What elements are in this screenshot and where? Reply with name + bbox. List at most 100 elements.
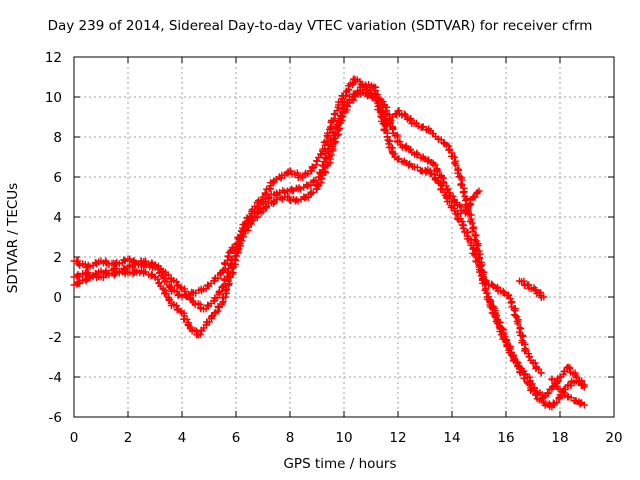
- x-tick-label: 14: [443, 430, 460, 446]
- data-point-fill: [120, 264, 128, 272]
- data-point-fill: [173, 306, 181, 314]
- data-point-fill: [414, 151, 422, 159]
- data-point-fill: [466, 210, 474, 218]
- data-point-fill: [475, 255, 483, 263]
- data-point-fill: [208, 313, 216, 321]
- data-point-fill: [507, 299, 515, 307]
- data-point-fill: [514, 320, 522, 328]
- data-point-fill: [511, 312, 519, 320]
- data-point-fill: [213, 294, 221, 302]
- data-point-fill: [154, 275, 162, 283]
- y-tick-label: -4: [49, 370, 62, 386]
- data-point: [580, 381, 588, 389]
- data-point-fill: [318, 161, 326, 169]
- data-point: [537, 369, 545, 377]
- data-point-fill: [342, 91, 350, 99]
- data-point-fill: [174, 291, 182, 299]
- data-point-fill: [129, 270, 137, 278]
- data-point-fill: [216, 287, 224, 295]
- data-point-fill: [204, 301, 212, 309]
- data-point-fill: [322, 155, 330, 163]
- data-point-fill: [519, 332, 527, 340]
- data-point: [475, 187, 483, 195]
- data-point-fill: [385, 120, 393, 128]
- data-point-fill: [331, 128, 339, 136]
- data-point-fill: [381, 116, 389, 124]
- data-point-fill: [395, 155, 403, 163]
- data-point-fill: [130, 259, 138, 267]
- x-tick-label: 12: [389, 430, 406, 446]
- data-point: [489, 281, 496, 289]
- data-point-fill: [449, 192, 457, 200]
- data-point-fill: [230, 256, 238, 264]
- data-point-fill: [459, 224, 467, 232]
- data-point-fill: [454, 169, 462, 177]
- series-track-2: [70, 88, 588, 401]
- data-point-fill: [535, 365, 543, 373]
- data-point-fill: [237, 232, 245, 240]
- axis-ticks: 0 2 4 6 8 10 12 14 16 18 20 -6 -4 -2 0 2 4 6 8 10 12: [45, 50, 623, 446]
- data-point-fill: [401, 143, 409, 151]
- x-tick-label: 2: [124, 430, 133, 446]
- data-point-fill: [525, 353, 533, 361]
- data-point-fill: [566, 365, 574, 373]
- data-point-fill: [390, 150, 398, 158]
- data-point-fill: [205, 318, 213, 326]
- y-tick-label: 0: [53, 290, 62, 306]
- data-point-fill: [373, 90, 381, 98]
- data-point-fill: [222, 293, 230, 301]
- data-point-fill: [414, 122, 422, 130]
- y-tick-label: -6: [49, 410, 62, 426]
- x-tick-label: 20: [605, 430, 622, 446]
- data-point-fill: [183, 315, 191, 323]
- x-axis-label: GPS time / hours: [283, 456, 397, 472]
- y-tick-label: 12: [45, 50, 62, 66]
- data-point-fill: [561, 367, 569, 375]
- data-point-fill: [177, 283, 185, 291]
- data-point-fill: [477, 262, 485, 270]
- data-point-fill: [406, 116, 414, 124]
- data-point-fill: [465, 202, 473, 210]
- y-axis-label: SDTVAR / TECUs: [5, 182, 21, 294]
- data-point-fill: [471, 232, 479, 240]
- data-point-fill: [223, 285, 231, 293]
- data-point-fill: [419, 123, 427, 131]
- data-point-fill: [528, 380, 536, 388]
- data-point-fill: [333, 121, 341, 129]
- data-point-fill: [223, 268, 231, 276]
- data-point-fill: [133, 268, 141, 276]
- data-point-fill: [544, 389, 552, 397]
- data-point-fill: [86, 263, 94, 271]
- data-point-fill: [496, 318, 504, 326]
- x-tick-label: 0: [70, 430, 79, 446]
- data-point-fill: [120, 256, 128, 264]
- data-point-fill: [224, 252, 232, 260]
- data-point-fill: [396, 138, 404, 146]
- data-point-fill: [504, 291, 512, 299]
- x-tick-label: 4: [178, 430, 187, 446]
- y-tick-label: 8: [53, 130, 62, 146]
- data-point-fill: [482, 286, 490, 294]
- data-point-fill: [333, 106, 341, 114]
- data-point-fill: [162, 290, 170, 298]
- y-tick-label: -2: [49, 330, 62, 346]
- x-tick-label: 16: [497, 430, 514, 446]
- data-point: [389, 149, 397, 157]
- series-track-3: [70, 80, 588, 409]
- y-tick-label: 2: [53, 250, 62, 266]
- x-tick-label: 18: [551, 430, 568, 446]
- data-point-fill: [499, 287, 507, 295]
- data-point-fill: [469, 227, 477, 235]
- data-point-fill: [471, 236, 479, 244]
- data-point-fill: [173, 282, 181, 290]
- data-point-fill: [196, 330, 204, 338]
- data-point-fill: [510, 354, 518, 362]
- x-tick-label: 8: [286, 430, 295, 446]
- data-point-fill: [456, 201, 464, 209]
- x-tick-label: 10: [335, 430, 352, 446]
- y-tick-label: 6: [53, 170, 62, 186]
- data-point-fill: [431, 161, 439, 169]
- data-point-fill: [204, 281, 212, 289]
- y-tick-label: 10: [45, 90, 62, 106]
